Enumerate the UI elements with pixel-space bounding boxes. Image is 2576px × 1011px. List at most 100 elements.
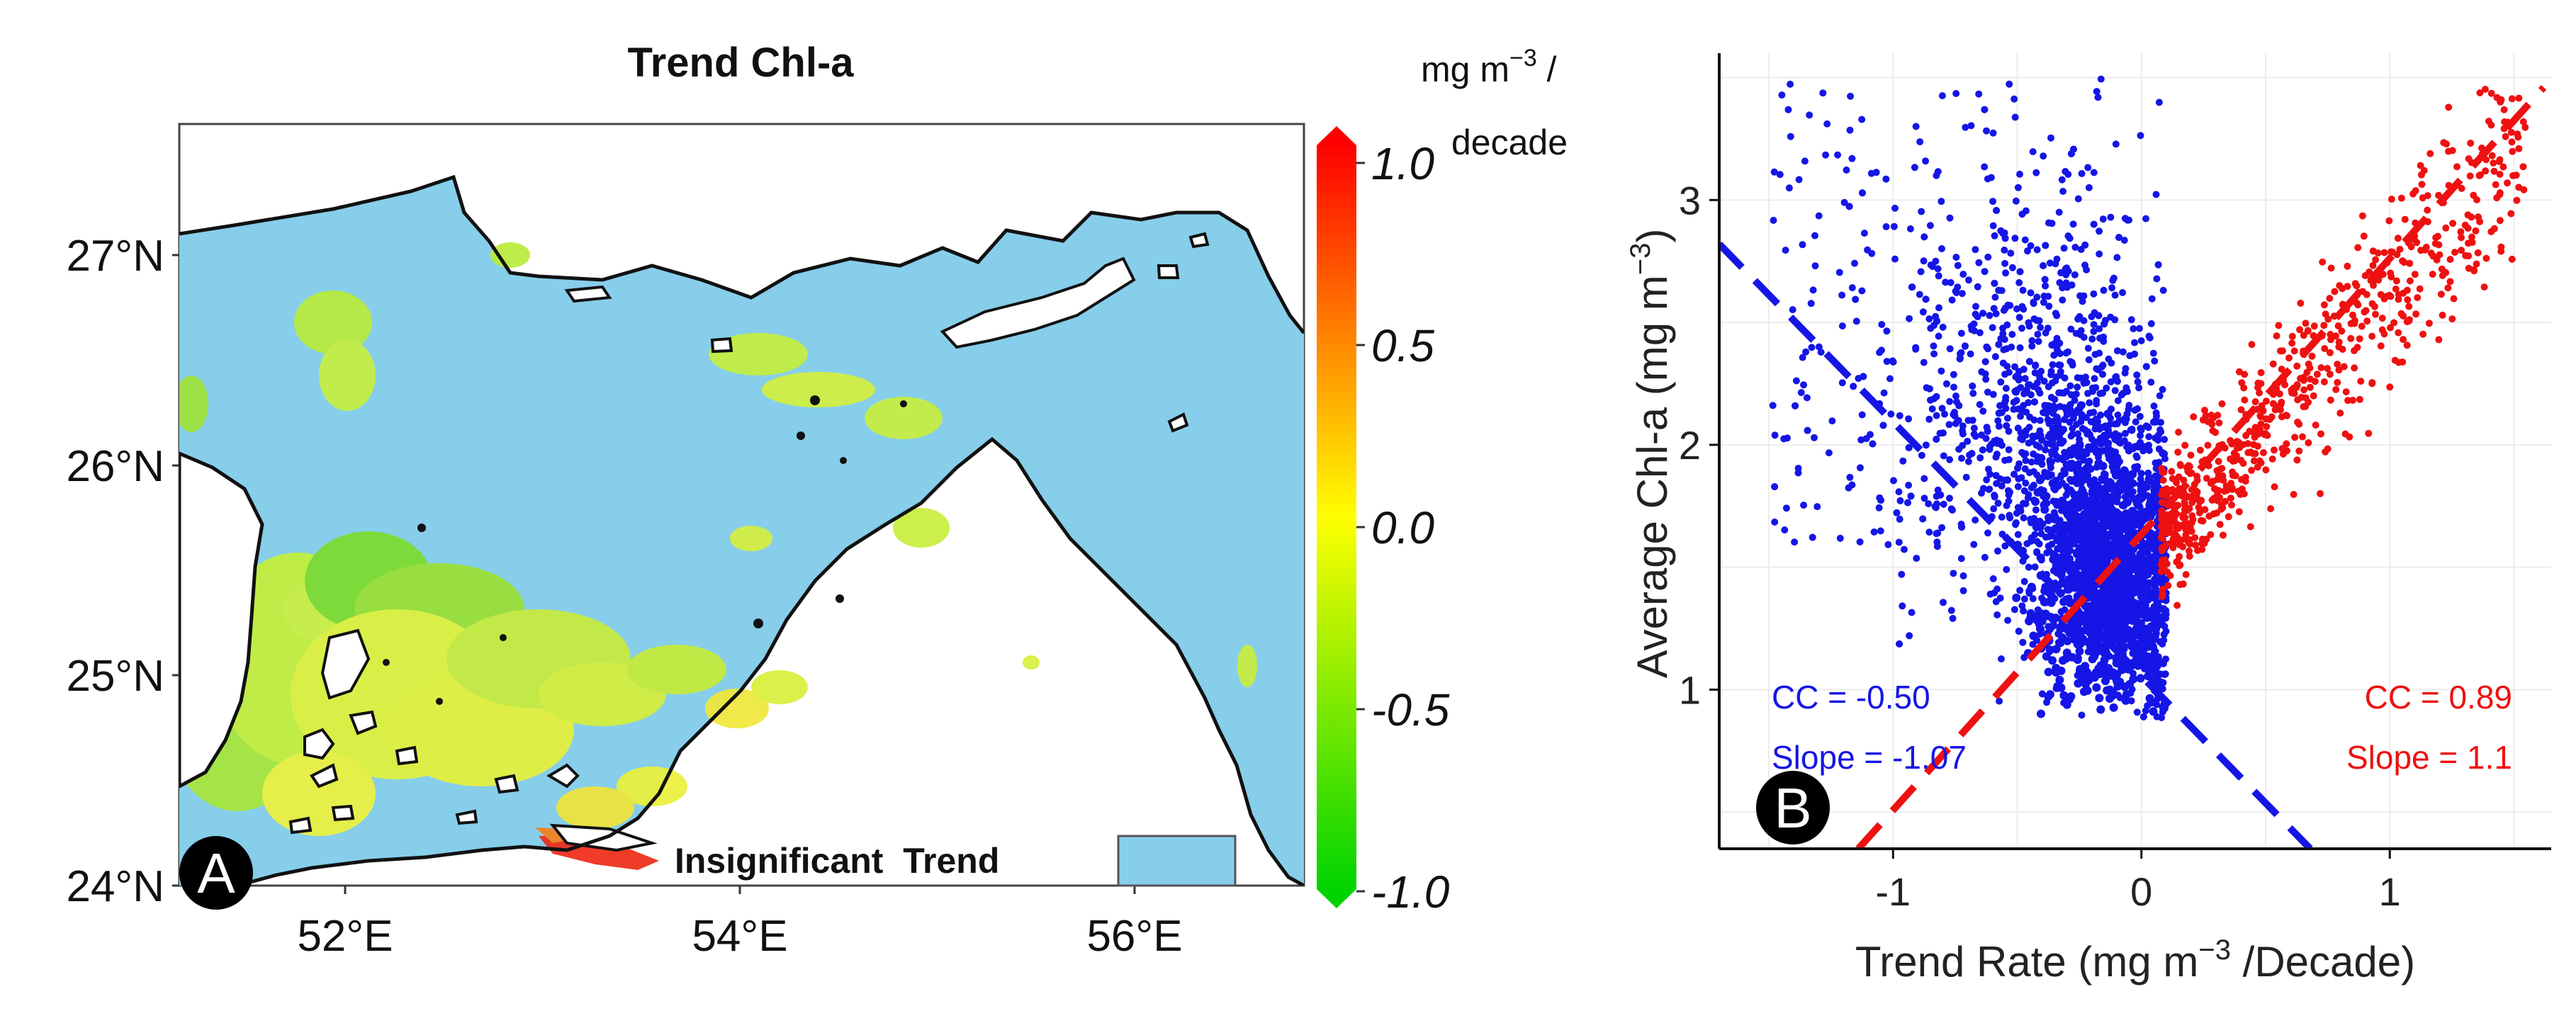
scatter-point-negative (2142, 422, 2150, 430)
scatter-point-positive (2487, 89, 2495, 97)
scatter-point-negative (2161, 450, 2169, 458)
scatter-point-positive (2411, 271, 2419, 278)
scatter-point-positive (2400, 336, 2407, 344)
scatter-point-positive (2159, 593, 2166, 600)
scatter-point-negative (2036, 553, 2045, 563)
scatter-point-negative (2115, 234, 2122, 242)
scatter-point-positive (2496, 217, 2504, 225)
scatter-point-negative (1876, 494, 1884, 502)
scatter-point-negative (2095, 557, 2104, 566)
scatter-point-positive (2458, 247, 2465, 254)
scatter-point-negative (1975, 259, 1983, 266)
scatter-point-positive (2176, 553, 2183, 560)
scatter-point-negative (2068, 358, 2076, 366)
scatter-point-negative (1982, 375, 1990, 383)
scatter-point-positive (2476, 89, 2484, 96)
scatter-point-positive (2290, 347, 2298, 355)
scatter-point-negative (2040, 262, 2047, 269)
scatter-point-negative (2086, 457, 2093, 465)
western-coast (179, 451, 264, 789)
scatter-point-negative (2047, 461, 2054, 468)
scatter-point-negative (1933, 530, 1940, 538)
scatter-point-negative (1908, 283, 1916, 291)
scatter-point-positive (2395, 329, 2402, 337)
scatter-point-negative (1955, 402, 1963, 410)
scatter-point-negative (1991, 232, 1998, 239)
scatter-point-negative (2063, 585, 2072, 594)
scatter-point-negative (1998, 655, 2005, 662)
scatter-point-positive (2497, 98, 2504, 106)
scatter-point-negative (2090, 327, 2098, 335)
scatter-point-negative (2013, 397, 2020, 405)
scatter-point-negative (1776, 171, 1784, 179)
scatter-point-positive (2358, 322, 2366, 330)
scatter-point-positive (2387, 324, 2394, 332)
scatter-point-negative (2073, 478, 2082, 487)
scatter-point-negative (1979, 310, 1987, 317)
scatter-point-negative (2017, 412, 2025, 420)
scatter-point-positive (2313, 371, 2321, 378)
x-axis-label: Trend Rate (mg m−3 /Decade) (1855, 934, 2415, 985)
scatter-point-negative (1930, 395, 1937, 402)
scatter-point-negative (2093, 88, 2100, 96)
scatter-point-negative (1946, 456, 1954, 463)
scatter-point-negative (1935, 332, 1942, 340)
scatter-point-negative (2057, 454, 2065, 462)
fit-line-positive (1855, 85, 2547, 849)
scatter-point-negative (1981, 553, 1989, 561)
scatter-point-negative (1769, 402, 1777, 410)
scatter-point-negative (1945, 421, 1953, 429)
scatter-point-positive (2209, 427, 2217, 434)
scatter-point-negative (2103, 384, 2110, 392)
scatter-point-positive (2457, 228, 2465, 236)
scatter-point-negative (2029, 631, 2038, 640)
scatter-point-negative (2001, 476, 2009, 484)
colorbar-tick--0.5: -0.5 (1371, 684, 1450, 735)
scatter-point-positive (2186, 553, 2193, 560)
scatter-point-negative (2066, 475, 2074, 483)
scatter-point-positive (2405, 317, 2413, 324)
scatter-point-negative (2027, 582, 2036, 592)
scatter-point-negative (1879, 422, 1887, 429)
scatter-point-positive (2248, 341, 2256, 349)
scatter-point-negative (2111, 387, 2119, 395)
scatter-point-negative (1770, 217, 1777, 224)
scatter-point-positive (2260, 448, 2267, 456)
scatter-point-negative (1784, 106, 1792, 113)
scatter-point-negative (2122, 632, 2131, 641)
scatter-point-negative (2090, 290, 2098, 298)
scatter-point-positive (2158, 545, 2166, 553)
scatter-point-negative (2111, 316, 2119, 324)
colorbar-unit-line2: decade (1451, 123, 1568, 162)
scatter-point-negative (2149, 652, 2158, 661)
scatter-point-negative (2141, 443, 2150, 452)
scatter-point-positive (2437, 290, 2445, 298)
scatter-point-positive (2466, 172, 2474, 180)
scatter-point-negative (2083, 686, 2092, 695)
scatter-point-negative (1989, 198, 1997, 205)
scatter-point-negative (1860, 230, 1868, 237)
scatter-point-negative (1887, 410, 1895, 418)
scatter-point-negative (1956, 354, 1964, 362)
scatter-point-positive (2169, 516, 2177, 524)
scatter-point-positive (2465, 155, 2473, 163)
scatter-point-positive (2370, 303, 2378, 310)
scatter-point-negative (2115, 417, 2123, 424)
scatter-point-positive (2256, 389, 2263, 397)
scatter-point-negative (2102, 551, 2111, 560)
scatter-point-negative (2120, 466, 2129, 475)
scatter-point-positive (2159, 517, 2167, 525)
scatter-point-positive (2317, 364, 2325, 371)
scatter-point-positive (2257, 420, 2265, 428)
scatter-point-positive (2354, 301, 2362, 309)
scatter-point-negative (2042, 470, 2052, 479)
scatter-point-negative (2006, 514, 2014, 521)
scatter-point-negative (1939, 429, 1947, 437)
scatter-point-positive (2326, 371, 2334, 378)
scatter-point-negative (1967, 350, 1974, 358)
scatter-point-negative (2137, 516, 2147, 525)
scatter-point-positive (2327, 264, 2335, 272)
scatter-point-negative (1984, 529, 1991, 537)
scatter-point-negative (1969, 390, 1977, 397)
scatter-point-negative (2068, 560, 2077, 570)
